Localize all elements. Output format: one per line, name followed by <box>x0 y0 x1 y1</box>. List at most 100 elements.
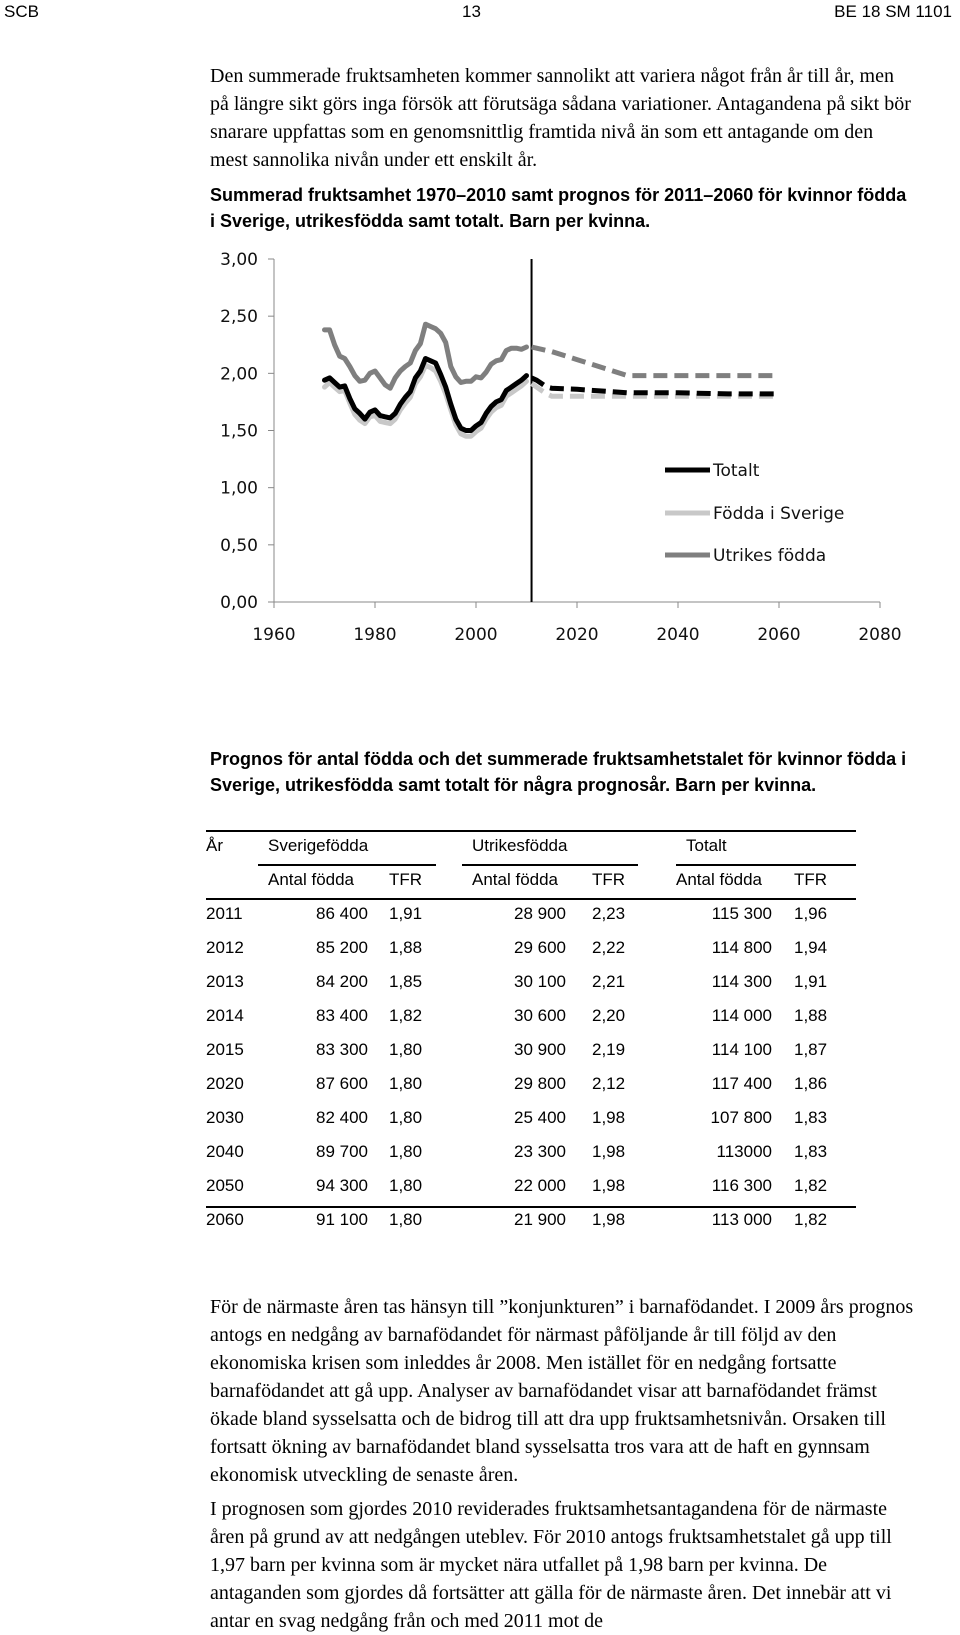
cell-total-births: 113000 <box>716 1142 772 1161</box>
cell-sverige-births: 82 400 <box>316 1108 368 1127</box>
page-number: 13 <box>462 2 481 21</box>
cell-utrikes-tfr: 1,98 <box>592 1108 626 1127</box>
cell-sverige-births: 84 200 <box>316 972 368 991</box>
subheader: TFR <box>389 870 423 889</box>
legend-label: Utrikes födda <box>713 546 826 566</box>
cell-utrikes-births: 30 100 <box>514 972 566 991</box>
series-line-födda-i-sverige-forecast <box>530 381 779 399</box>
cell-year: 2020 <box>206 1074 244 1093</box>
y-tick-label: 2,00 <box>220 364 258 384</box>
cell-total-births: 117 400 <box>711 1074 772 1093</box>
year-header: År <box>206 836 223 855</box>
cell-year: 2030 <box>206 1108 244 1127</box>
group-header-sverigefodda: Sverigefödda <box>268 836 369 855</box>
cell-sverige-births: 94 300 <box>316 1176 368 1195</box>
cell-year: 2014 <box>206 1006 244 1025</box>
cell-total-tfr: 1,94 <box>794 938 828 957</box>
cell-year: 2011 <box>206 904 243 923</box>
group-header-totalt: Totalt <box>686 836 727 855</box>
cell-sverige-births: 86 400 <box>316 904 368 923</box>
x-tick-label: 2000 <box>454 625 497 645</box>
cell-utrikes-births: 21 900 <box>514 1210 566 1229</box>
cell-total-tfr: 1,83 <box>794 1108 828 1127</box>
paragraph-3: I prognosen som gjordes 2010 reviderades… <box>210 1498 892 1632</box>
series-line-utrikes-födda-historical <box>322 321 529 391</box>
series-line-födda-i-sverige-historical <box>322 362 529 439</box>
cell-utrikes-tfr: 2,23 <box>592 904 626 923</box>
cell-total-tfr: 1,83 <box>794 1142 828 1161</box>
subheader: TFR <box>794 870 828 889</box>
subheader: Antal födda <box>676 870 763 889</box>
legend-label: Totalt <box>712 461 760 481</box>
table-subheader-row: Antal födda TFR Antal födda TFR Antal fö… <box>206 864 886 898</box>
cell-sverige-tfr: 1,80 <box>389 1108 423 1127</box>
cell-utrikes-tfr: 2,21 <box>592 972 626 991</box>
cell-sverige-tfr: 1,80 <box>389 1176 423 1195</box>
chart-caption: Summerad fruktsamhet 1970–2010 samt prog… <box>210 185 907 231</box>
cell-utrikes-births: 30 600 <box>514 1006 566 1025</box>
table-row: 2060 91 100 1,80 21 900 1,98 113 000 1,82 <box>206 1204 886 1238</box>
table-row: 2015 83 300 1,80 30 900 2,19 114 100 1,87 <box>206 1034 886 1068</box>
cell-sverige-tfr: 1,85 <box>389 972 423 991</box>
cell-total-tfr: 1,87 <box>794 1040 828 1059</box>
cell-utrikes-tfr: 1,98 <box>592 1210 626 1229</box>
cell-total-births: 116 300 <box>711 1176 772 1195</box>
cell-year: 2013 <box>206 972 244 991</box>
cell-utrikes-tfr: 2,20 <box>592 1006 626 1025</box>
cell-sverige-tfr: 1,91 <box>389 904 423 923</box>
cell-total-tfr: 1,96 <box>794 904 828 923</box>
cell-sverige-tfr: 1,88 <box>389 938 423 957</box>
cell-utrikes-births: 30 900 <box>514 1040 566 1059</box>
cell-total-births: 115 300 <box>711 904 772 923</box>
x-tick-label: 2080 <box>858 625 901 645</box>
cell-sverige-tfr: 1,80 <box>389 1074 423 1093</box>
cell-sverige-births: 87 600 <box>316 1074 368 1093</box>
table-row: 2020 87 600 1,80 29 800 2,12 117 400 1,86 <box>206 1068 886 1102</box>
cell-year: 2040 <box>206 1142 244 1161</box>
table-row: 2011 86 400 1,91 28 900 2,23 115 300 1,96 <box>206 898 886 932</box>
header-right: BE 18 SM 1101 <box>834 2 952 21</box>
cell-year: 2012 <box>206 938 244 957</box>
x-tick-label: 1980 <box>353 625 396 645</box>
cell-year: 2050 <box>206 1176 244 1195</box>
cell-sverige-tfr: 1,80 <box>389 1142 423 1161</box>
y-tick-label: 2,50 <box>220 307 258 327</box>
cell-total-births: 114 800 <box>711 938 772 957</box>
cell-utrikes-births: 25 400 <box>514 1108 566 1127</box>
subheader: Antal födda <box>268 870 355 889</box>
cell-utrikes-tfr: 2,19 <box>592 1040 626 1059</box>
cell-year: 2060 <box>206 1210 244 1229</box>
series-line-totalt-forecast <box>530 375 779 397</box>
table-row: 2050 94 300 1,80 22 000 1,98 116 300 1,82 <box>206 1170 886 1204</box>
cell-utrikes-births: 29 600 <box>514 938 566 957</box>
group-header-utrikesfodda: Utrikesfödda <box>472 836 568 855</box>
cell-total-tfr: 1,82 <box>794 1210 828 1229</box>
cell-total-births: 114 100 <box>711 1040 772 1059</box>
cell-total-births: 114 000 <box>711 1006 772 1025</box>
cell-sverige-births: 85 200 <box>316 938 368 957</box>
cell-sverige-tfr: 1,80 <box>389 1210 423 1229</box>
y-tick-label: 1,00 <box>220 479 258 499</box>
legend-label: Födda i Sverige <box>713 504 844 524</box>
cell-utrikes-births: 23 300 <box>514 1142 566 1161</box>
table-row: 2030 82 400 1,80 25 400 1,98 107 800 1,83 <box>206 1102 886 1136</box>
cell-utrikes-births: 28 900 <box>514 904 566 923</box>
forecast-table: År Sverigefödda Utrikesfödda Totalt Anta… <box>206 830 886 1238</box>
y-tick-label: 0,50 <box>220 536 258 556</box>
cell-total-tfr: 1,86 <box>794 1074 828 1093</box>
cell-total-births: 114 300 <box>711 972 772 991</box>
series-line-utrikes-födda-forecast <box>531 344 779 379</box>
subheader: Antal födda <box>472 870 559 889</box>
table-row: 2013 84 200 1,85 30 100 2,21 114 300 1,91 <box>206 966 886 1000</box>
table-row: 2012 85 200 1,88 29 600 2,22 114 800 1,94 <box>206 932 886 966</box>
cell-total-tfr: 1,82 <box>794 1176 828 1195</box>
table-header-row: År Sverigefödda Utrikesfödda Totalt <box>206 830 886 864</box>
cell-utrikes-tfr: 2,22 <box>592 938 626 957</box>
series-line-totalt-historical <box>322 356 529 433</box>
paragraph-2: För de närmaste åren tas hänsyn till ”ko… <box>210 1296 914 1486</box>
x-tick-label: 2040 <box>656 625 699 645</box>
y-tick-label: 3,00 <box>220 250 258 270</box>
cell-utrikes-births: 22 000 <box>514 1176 566 1195</box>
table-body: 2011 86 400 1,91 28 900 2,23 115 300 1,96 2012 8… <box>206 898 886 1238</box>
intro-paragraph: Den summerade fruktsamheten kommer sanno… <box>210 65 911 171</box>
